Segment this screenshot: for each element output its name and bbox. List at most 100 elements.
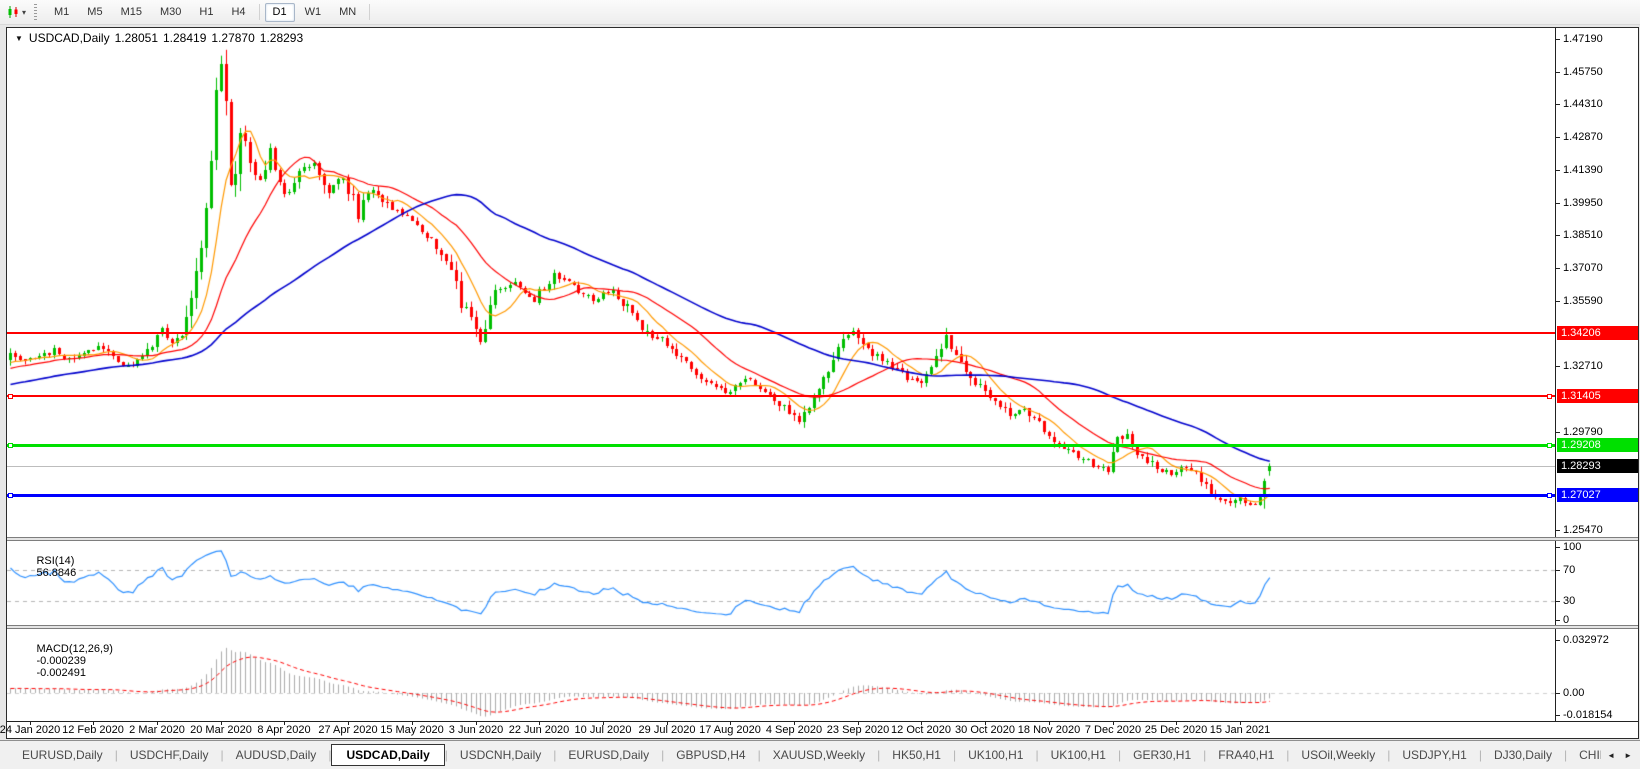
line-handle[interactable] xyxy=(1547,443,1552,448)
line-handle[interactable] xyxy=(1547,493,1552,498)
tab-separator: | xyxy=(553,748,557,762)
date-label: 25 Dec 2020 xyxy=(1144,724,1208,736)
chart-window: ▼ USDCAD,Daily 1.28051 1.28419 1.27870 1… xyxy=(0,27,1639,739)
chart-title: ▼ USDCAD,Daily 1.28051 1.28419 1.27870 1… xyxy=(15,31,308,45)
horizontal-line-1.29208[interactable] xyxy=(7,444,1557,447)
macd-pane[interactable]: MACD(12,26,9) -0.000239 -0.002491 0.0329… xyxy=(7,629,1638,721)
chart-tab-usdcnh-daily[interactable]: USDCNH,Daily xyxy=(459,748,542,762)
chart-tab-eurusd-daily[interactable]: EURUSD,Daily xyxy=(22,748,103,762)
macd-tick-mark xyxy=(1556,693,1560,694)
macd-tick-label: 0.032972 xyxy=(1563,634,1609,646)
bid-price-chip: 1.28293 xyxy=(1557,459,1638,473)
date-tick-mark xyxy=(667,722,668,725)
price-chart-canvas[interactable] xyxy=(7,28,1556,537)
tab-separator: | xyxy=(328,748,332,762)
chart-type-icon[interactable] xyxy=(4,3,22,21)
price-tick-mark xyxy=(1556,366,1560,368)
chart-tab-usoil-weekly[interactable]: USOil,Weekly xyxy=(1301,748,1376,762)
price-tick-label: 1.35590 xyxy=(1563,295,1603,308)
horizontal-line-1.27027[interactable] xyxy=(7,494,1557,497)
chart-tab-xauusd-weekly[interactable]: XAUUSD,Weekly xyxy=(772,748,866,762)
line-handle[interactable] xyxy=(8,443,13,448)
price-line-chip: 1.27027 xyxy=(1557,488,1638,502)
timeframe-button-d1[interactable]: D1 xyxy=(264,2,295,22)
macd-canvas[interactable] xyxy=(7,629,1556,721)
pane-splitter[interactable] xyxy=(7,625,1638,629)
date-label: 10 Jul 2020 xyxy=(574,724,632,736)
tab-separator: | xyxy=(1478,748,1482,762)
tab-scroll-right-icon[interactable]: ► xyxy=(1624,751,1632,760)
chart-tab-ger30-h1[interactable]: GER30,H1 xyxy=(1133,748,1192,762)
timeframe-button-m1[interactable]: M1 xyxy=(54,5,70,18)
timeframe-button-w1[interactable]: W1 xyxy=(304,5,322,18)
horizontal-line-1.34206[interactable] xyxy=(7,332,1557,334)
date-label: 8 Apr 2020 xyxy=(257,724,311,736)
chart-tab-usdjpy-h1[interactable]: USDJPY,H1 xyxy=(1402,748,1467,762)
price-line-chip: 1.31405 xyxy=(1557,389,1638,403)
macd-axis[interactable]: 0.032972 0.00 -0.018154 xyxy=(1555,629,1638,721)
rsi-canvas[interactable] xyxy=(7,541,1556,625)
date-axis[interactable]: 24 Jan 2020 12 Feb 2020 2 Mar 2020 20 Mar 2… xyxy=(0,721,1638,738)
date-tick-mark xyxy=(348,722,349,725)
chart-tab-fra40-h1[interactable]: FRA40,H1 xyxy=(1218,748,1275,762)
chart-tab-uk100-h1[interactable]: UK100,H1 xyxy=(1050,748,1106,762)
price-tick-label: 1.41390 xyxy=(1563,164,1603,177)
rsi-axis[interactable]: 100 70 30 0 xyxy=(1555,541,1638,626)
chart-symbol: USDCAD,Daily xyxy=(28,31,110,45)
price-tick-label: 1.42870 xyxy=(1563,130,1603,143)
date-label: 18 Nov 2020 xyxy=(1017,724,1081,736)
price-tick-label: 1.38510 xyxy=(1563,229,1603,242)
macd-label: MACD(12,26,9) -0.000239 -0.002491 xyxy=(12,631,118,691)
timeframe-button-m5[interactable]: M5 xyxy=(87,5,103,18)
chart-tab-eurusd-daily[interactable]: EURUSD,Daily xyxy=(568,748,650,762)
chart-tab-gbpusd-h4[interactable]: GBPUSD,H4 xyxy=(676,748,746,762)
timeframe-button-h1[interactable]: H1 xyxy=(199,5,214,18)
date-tick-mark xyxy=(1240,722,1241,725)
chart-tab-hk50-h1[interactable]: HK50,H1 xyxy=(892,748,941,762)
date-label: 24 Jan 2020 xyxy=(0,724,61,736)
chart-type-dropdown-icon[interactable]: ▾ xyxy=(22,7,27,17)
rsi-tick-label: 100 xyxy=(1563,541,1582,553)
chart-tab-usdcad-daily[interactable]: USDCAD,Daily xyxy=(331,744,445,766)
date-tick-mark xyxy=(794,722,795,725)
horizontal-line-1.31405[interactable] xyxy=(7,395,1557,397)
ohlc-high: 1.28419 xyxy=(163,31,207,45)
tab-scroll-left-icon[interactable]: ◄ xyxy=(1607,751,1616,760)
price-tick-mark xyxy=(1556,71,1560,73)
rsi-label: RSI(14) 56.8846 xyxy=(12,543,81,591)
date-tick-mark xyxy=(1176,722,1177,725)
timeframe-button-h4[interactable]: H4 xyxy=(231,5,246,18)
rsi-value: 56.8846 xyxy=(36,567,77,579)
rsi-pane[interactable]: RSI(14) 56.8846 100 70 30 0 xyxy=(7,541,1638,626)
timeframe-button-mn[interactable]: MN xyxy=(339,5,357,18)
price-axis[interactable]: 1.47190 1.45750 1.44310 1.42870 1.41390 1.399… xyxy=(1555,28,1638,537)
date-label: 15 May 2020 xyxy=(380,724,444,736)
pane-splitter[interactable] xyxy=(7,537,1638,541)
timeframe-button-m30[interactable]: M30 xyxy=(159,5,182,18)
window-menu-icon[interactable]: ▼ xyxy=(15,33,23,43)
price-pane[interactable]: ▼ USDCAD,Daily 1.28051 1.28419 1.27870 1… xyxy=(7,28,1638,537)
tab-separator: | xyxy=(1117,748,1122,762)
chart-tab-usdchf-daily[interactable]: USDCHF,Daily xyxy=(129,748,209,762)
date-label: 15 Jan 2021 xyxy=(1209,724,1271,736)
date-label: 3 Jun 2020 xyxy=(448,724,504,736)
date-label: 12 Oct 2020 xyxy=(891,724,951,736)
toolbar-grip[interactable] xyxy=(34,4,38,20)
price-tick-mark xyxy=(1556,301,1560,303)
date-tick-mark xyxy=(476,722,477,725)
date-label: 27 Apr 2020 xyxy=(318,724,378,736)
chart-tab-dj30-daily[interactable]: DJ30,Daily xyxy=(1493,748,1552,762)
toolbar-separator xyxy=(369,4,371,20)
price-line-chip: 1.34206 xyxy=(1557,326,1638,340)
rsi-tick-mark xyxy=(1556,600,1560,602)
tab-scroll-arrows: ◄ ► xyxy=(1601,742,1640,769)
chart-tab-audusd-daily[interactable]: AUDUSD,Daily xyxy=(235,748,317,762)
price-tick-label: 1.25470 xyxy=(1563,524,1603,536)
line-handle[interactable] xyxy=(1547,394,1552,399)
date-tick-mark xyxy=(1049,722,1050,725)
chart-tab-uk100-h1[interactable]: UK100,H1 xyxy=(968,748,1024,762)
line-handle[interactable] xyxy=(8,394,13,399)
tab-separator: | xyxy=(1203,748,1207,762)
timeframe-button-m15[interactable]: M15 xyxy=(120,5,142,18)
line-handle[interactable] xyxy=(8,493,13,498)
